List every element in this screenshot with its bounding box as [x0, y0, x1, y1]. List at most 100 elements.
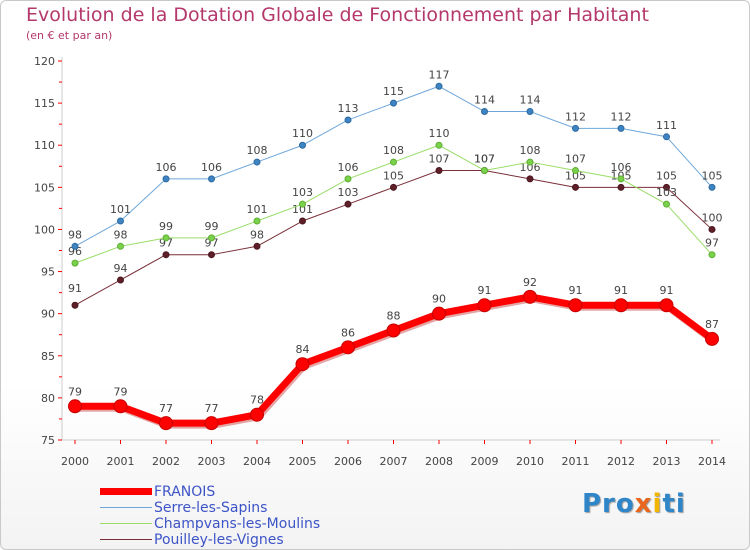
- legend-swatch: [100, 488, 152, 495]
- data-point: [162, 234, 170, 242]
- data-point: [523, 289, 537, 304]
- x-tick-label: 2010: [516, 455, 544, 468]
- legend-label: Champvans-les-Moulins: [154, 516, 321, 532]
- data-label: 114: [520, 94, 541, 107]
- y-tick-label: 85: [41, 350, 55, 363]
- data-point: [526, 175, 534, 183]
- x-tick-label: 2006: [334, 455, 362, 468]
- x-tick-label: 2000: [61, 455, 89, 468]
- data-point: [435, 141, 443, 149]
- data-label: 113: [338, 102, 359, 115]
- data-label: 77: [159, 402, 173, 415]
- data-label: 108: [520, 144, 541, 157]
- data-point: [344, 200, 352, 208]
- data-label: 101: [110, 203, 131, 216]
- data-label: 106: [338, 161, 359, 174]
- data-point: [617, 124, 625, 132]
- legend-swatch: [100, 539, 152, 540]
- data-label: 79: [68, 385, 82, 398]
- data-point: [295, 357, 310, 372]
- data-label: 84: [296, 343, 310, 356]
- data-label: 103: [292, 186, 313, 199]
- data-label: 105: [383, 169, 404, 182]
- data-label: 79: [114, 385, 128, 398]
- data-point: [526, 158, 534, 166]
- data-point: [663, 133, 670, 141]
- data-label: 78: [250, 394, 264, 407]
- x-tick-label: 2005: [289, 455, 317, 468]
- data-point: [617, 183, 625, 191]
- data-label: 108: [383, 144, 404, 157]
- y-tick-label: 110: [34, 139, 55, 152]
- data-label: 99: [159, 220, 173, 233]
- data-label: 115: [383, 85, 404, 98]
- data-point: [614, 298, 628, 313]
- chart-subtitle: (en € et par an): [26, 29, 113, 42]
- data-label: 86: [341, 326, 355, 339]
- data-point: [526, 108, 534, 116]
- x-tick-label: 2003: [198, 455, 226, 468]
- data-label: 91: [478, 284, 492, 297]
- data-label: 96: [68, 245, 82, 258]
- data-label: 105: [656, 169, 677, 182]
- data-point: [344, 175, 352, 183]
- data-point: [390, 158, 397, 166]
- data-label: 98: [114, 228, 128, 241]
- data-label: 111: [656, 119, 677, 132]
- y-tick-label: 80: [41, 392, 55, 405]
- data-point: [659, 298, 674, 313]
- x-tick-label: 2001: [107, 455, 135, 468]
- data-label: 105: [702, 169, 723, 182]
- data-label: 92: [523, 276, 537, 289]
- data-point: [663, 183, 670, 191]
- x-tick-label: 2004: [243, 455, 271, 468]
- data-point: [250, 407, 264, 422]
- data-label: 91: [660, 284, 674, 297]
- y-tick-label: 100: [34, 223, 55, 236]
- data-label: 112: [565, 110, 586, 123]
- data-point: [71, 242, 79, 250]
- data-point: [162, 175, 170, 183]
- data-point: [208, 175, 215, 183]
- data-point: [253, 242, 261, 250]
- y-tick-label: 75: [41, 434, 55, 447]
- data-label: 98: [68, 228, 82, 241]
- data-label: 97: [705, 237, 719, 250]
- data-label: 107: [474, 152, 495, 165]
- data-point: [705, 331, 719, 346]
- y-tick-label: 115: [34, 97, 55, 110]
- x-tick-label: 2009: [471, 455, 499, 468]
- data-point: [299, 141, 306, 149]
- data-label: 103: [338, 186, 359, 199]
- data-point: [435, 166, 443, 174]
- data-point: [708, 251, 716, 259]
- legend-label: Serre-les-Sapins: [154, 500, 268, 516]
- legend-swatch: [100, 507, 152, 508]
- y-tick-label: 95: [41, 266, 55, 279]
- data-point: [432, 306, 446, 321]
- data-point: [435, 82, 443, 90]
- data-label: 110: [292, 127, 313, 140]
- data-point: [204, 416, 219, 431]
- data-point: [162, 251, 170, 259]
- data-point: [390, 99, 397, 107]
- data-point: [299, 200, 306, 208]
- data-label: 101: [247, 203, 268, 216]
- data-label: 91: [569, 284, 583, 297]
- data-point: [208, 234, 215, 242]
- data-label: 103: [656, 186, 677, 199]
- data-label: 108: [247, 144, 268, 157]
- data-label: 91: [614, 284, 628, 297]
- data-point: [253, 217, 261, 225]
- proxiti-logo: Proxiti: [582, 489, 686, 519]
- data-label: 98: [250, 228, 264, 241]
- data-label: 106: [201, 161, 222, 174]
- data-label: 112: [611, 110, 632, 123]
- x-tick-label: 2008: [425, 455, 453, 468]
- data-point: [568, 298, 583, 313]
- y-tick-label: 90: [41, 308, 55, 321]
- data-point: [68, 399, 82, 414]
- data-point: [253, 158, 261, 166]
- data-label: 107: [474, 152, 495, 165]
